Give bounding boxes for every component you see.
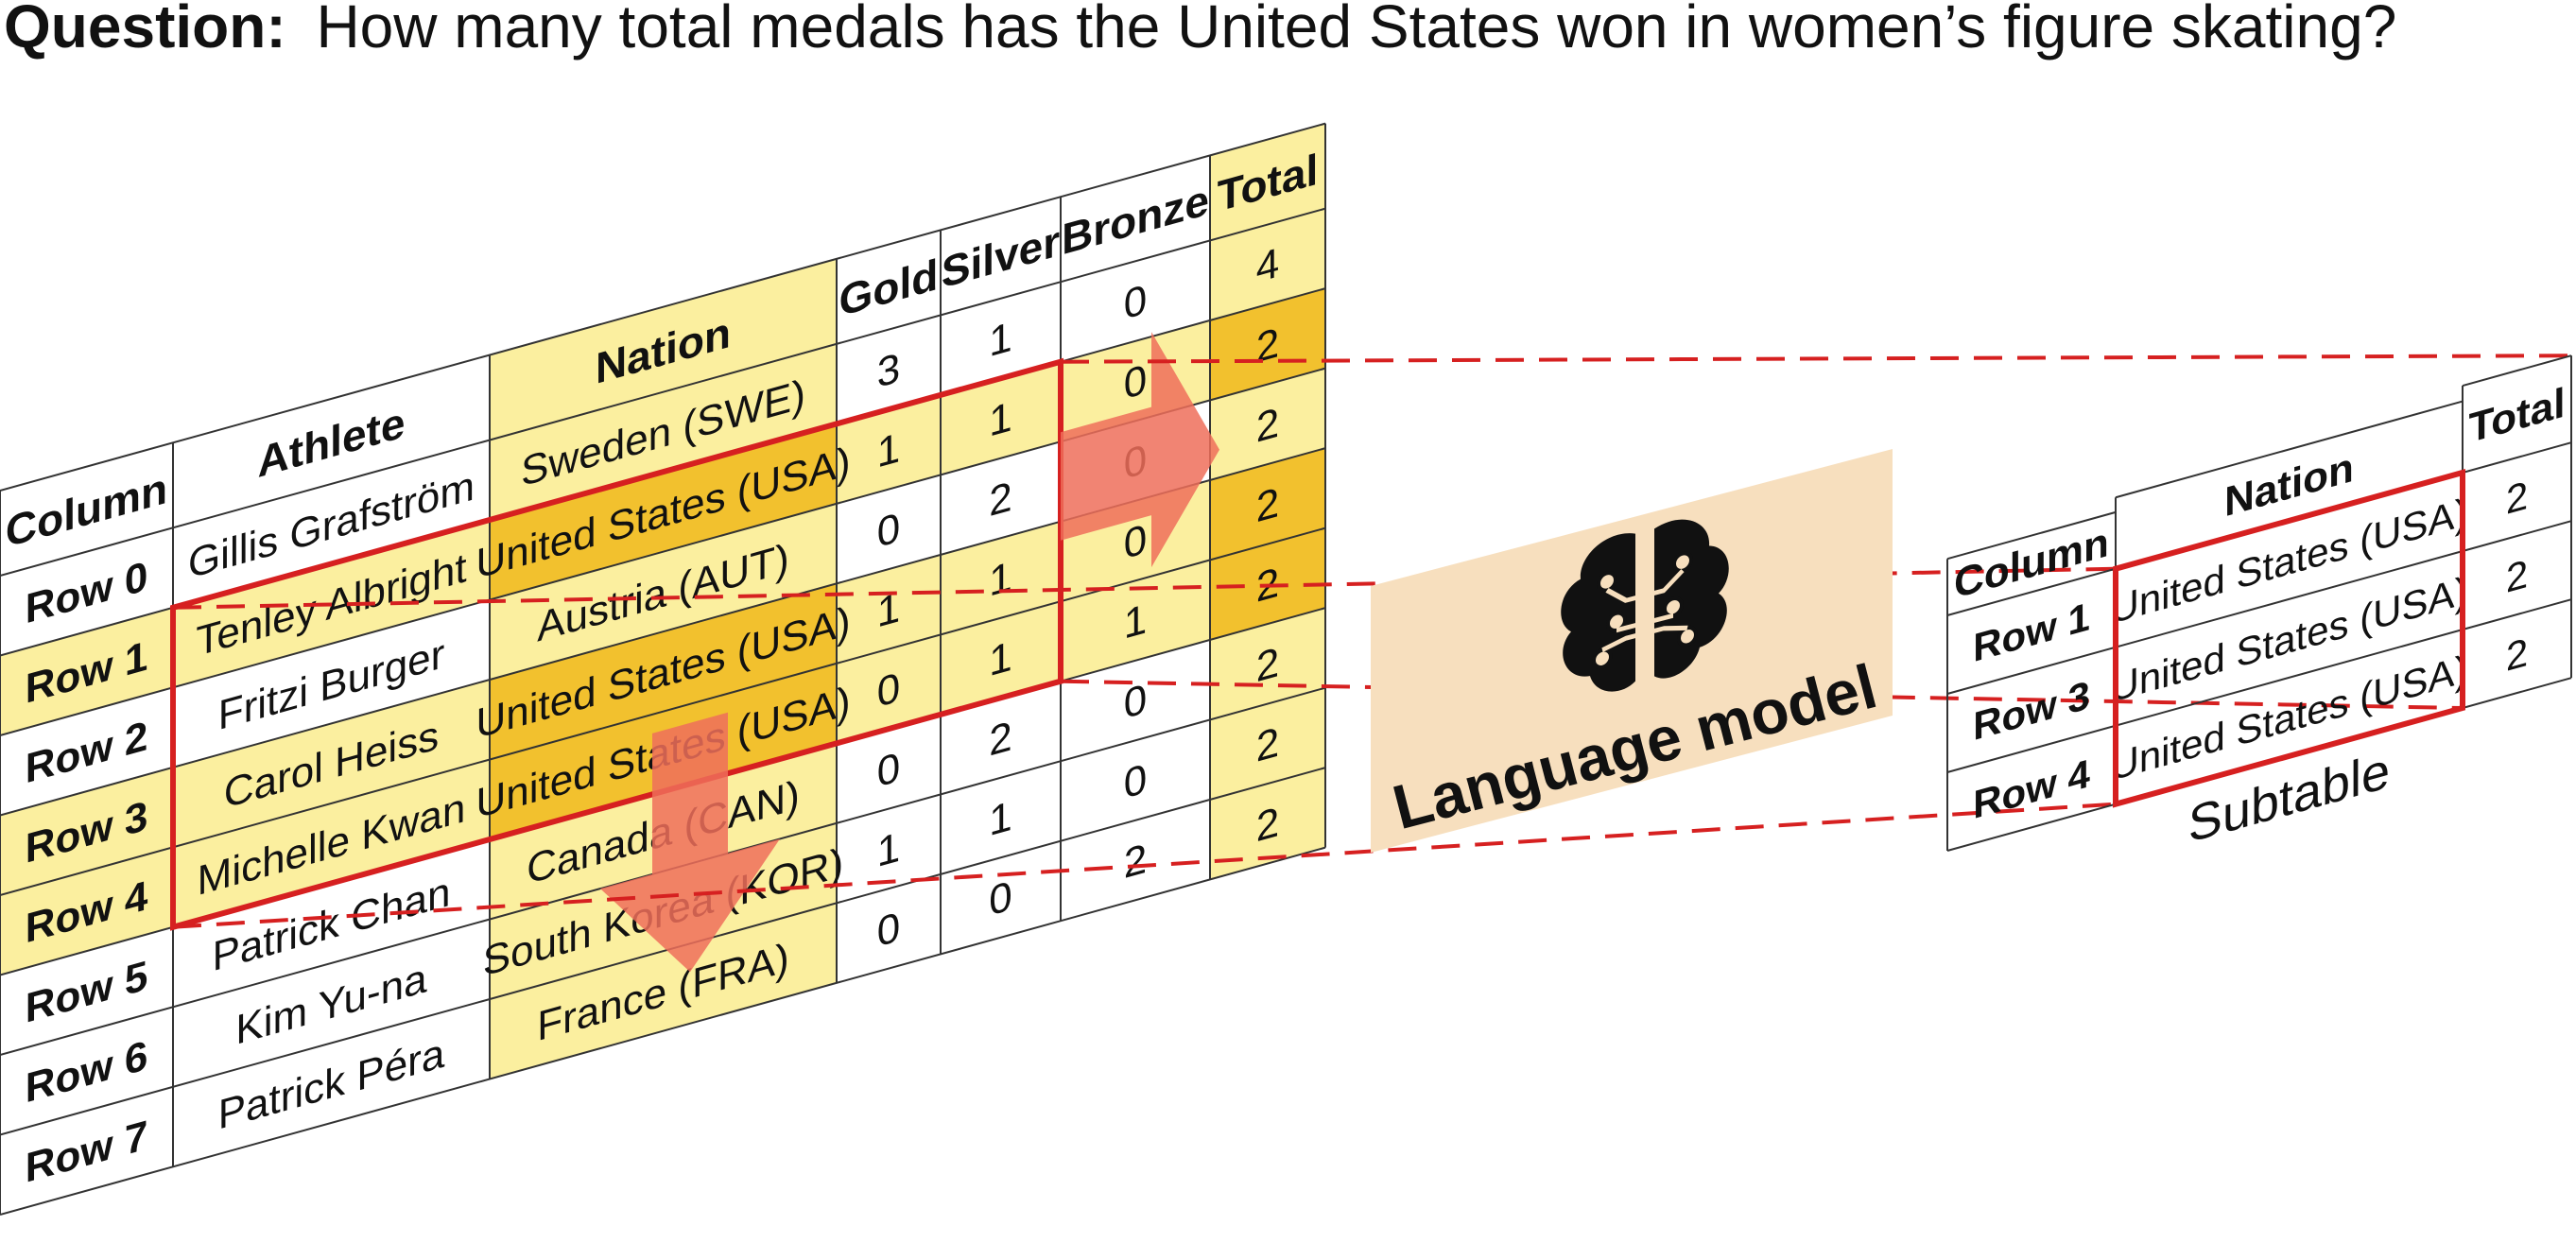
language-model-panel: Language model (1371, 449, 1893, 853)
cell-silver: 1 (989, 631, 1011, 685)
cell-bronze: 2 (1124, 834, 1147, 888)
cell-bronze: 0 (1124, 514, 1147, 568)
cell-bg (837, 634, 941, 744)
cell-bronze: 0 (1124, 275, 1147, 329)
cell-bg (1210, 448, 1325, 561)
cell-silver: 1 (989, 392, 1011, 446)
header-column: Column (6, 463, 167, 556)
cell-bronze: 0 (1124, 354, 1147, 408)
cell-bg (490, 503, 837, 680)
question-line: Question: How many total medals has the … (4, 0, 2396, 60)
cell-bg (490, 423, 837, 600)
cell-bg (1210, 208, 1325, 320)
header-gold: Gold (839, 250, 939, 326)
cell-bg (0, 847, 173, 975)
cell-athlete: Kim Yu-na (235, 954, 426, 1054)
cell-bg (1061, 319, 1210, 442)
question-text: How many total medals has the United Sta… (316, 0, 2396, 60)
cell-total: 2 (1256, 318, 1279, 371)
cell-silver: 2 (989, 712, 1011, 766)
cell-gold: 0 (877, 903, 900, 957)
cell-bg (173, 680, 490, 848)
selection-box (170, 357, 1063, 931)
cell-bronze: 1 (1124, 595, 1147, 648)
column-select-arrow (1061, 332, 1219, 568)
cell-total: 2 (1256, 637, 1279, 691)
cell-silver: 0 (989, 872, 1011, 925)
sub-row-gridline (1946, 598, 2572, 773)
cell-gold: 1 (877, 583, 900, 637)
cell-bronze: 0 (1124, 754, 1147, 808)
cell-bg (1061, 560, 1210, 682)
cell-bg (941, 601, 1061, 715)
brain-circuit-icon (1561, 519, 1729, 692)
cell-gold: 1 (877, 423, 900, 477)
cell-bg (1210, 768, 1325, 880)
cell-gold: 3 (877, 343, 900, 397)
cell-silver: 1 (989, 312, 1011, 366)
cell-bg (1210, 687, 1325, 800)
header-silver: Silver (942, 216, 1060, 298)
cell-bg (837, 554, 941, 664)
question-label: Question: (4, 0, 286, 60)
cell-silver: 2 (989, 472, 1011, 526)
cell-bg (490, 343, 837, 520)
sub-row-gridline (1946, 520, 2572, 695)
header-bg-total (1210, 123, 1325, 241)
cell-bg (837, 394, 941, 504)
row-gridline (0, 767, 1326, 1136)
cell-bg (1210, 288, 1325, 401)
cell-bg (490, 903, 837, 1079)
cell-silver: 1 (989, 791, 1011, 845)
cell-gold: 1 (877, 822, 900, 876)
row-gridline (0, 207, 1326, 577)
cell-total: 2 (1256, 717, 1279, 771)
row-select-arrow (600, 712, 780, 973)
sub-header-border (2115, 400, 2464, 499)
cell-gold: 0 (877, 503, 900, 557)
cell-silver: 1 (989, 552, 1011, 606)
cell-bg (1210, 368, 1325, 480)
cell-total: 2 (1256, 398, 1279, 452)
sub-header-nation: Nation (2224, 442, 2354, 526)
cell-gold: 0 (877, 743, 900, 797)
sub-cell-total: 2 (2506, 473, 2528, 524)
cell-bg (490, 583, 837, 760)
sub-cell-total: 2 (2506, 551, 2528, 602)
header-athlete: Athlete (258, 398, 406, 487)
cell-total: 4 (1256, 238, 1279, 292)
sub-header-column: Column (1954, 517, 2109, 607)
row-gridline (0, 846, 1326, 1216)
sub-header-border (2462, 354, 2572, 387)
cell-bg (1210, 608, 1325, 720)
header-top-border (0, 122, 1326, 492)
cell-bg (0, 607, 173, 735)
sub-header-total: Total (2469, 378, 2566, 452)
cell-bg (941, 361, 1061, 475)
header-bronze: Bronze (1062, 175, 1209, 264)
subtable-selection-box (2113, 469, 2465, 808)
cell-bg (173, 759, 490, 927)
header-bg-nation (490, 258, 837, 440)
cell-total: 2 (1256, 477, 1279, 531)
cell-total: 2 (1256, 797, 1279, 851)
connector-line (172, 802, 2117, 929)
sub-cell-total: 2 (2506, 630, 2528, 681)
cell-bg (941, 521, 1061, 635)
connector-line (1060, 354, 2572, 364)
cell-gold: 0 (877, 663, 900, 716)
cell-bg (0, 767, 173, 895)
sub-header-border (1946, 510, 2117, 561)
